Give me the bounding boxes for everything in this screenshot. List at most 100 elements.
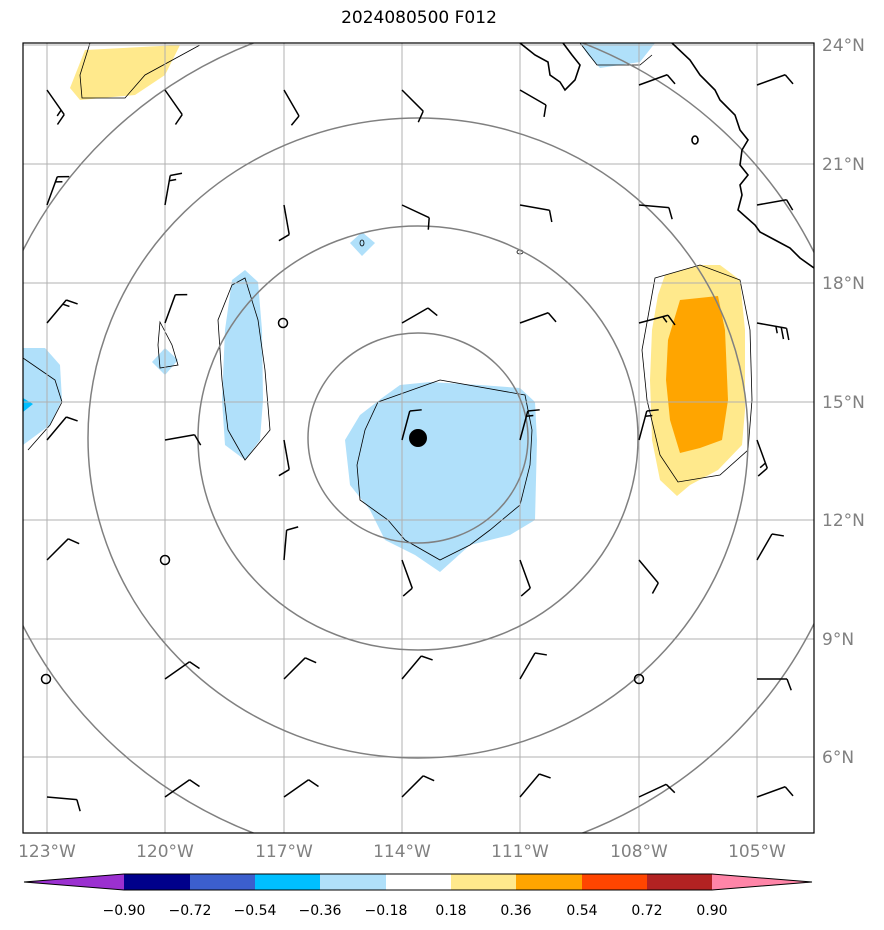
wind-barb	[46, 538, 80, 561]
wind-barb	[638, 74, 676, 86]
wind-barb	[519, 312, 557, 324]
graticule	[23, 43, 814, 833]
colorbar-extend-min	[24, 874, 124, 890]
wind-barb	[278, 204, 290, 242]
lat-label: 15°N	[822, 393, 865, 413]
wind-barb	[283, 526, 299, 561]
wind-barb	[401, 307, 438, 324]
lat-label: 18°N	[822, 274, 865, 294]
negative-anomaly-edge	[23, 348, 62, 445]
wind-barbs	[46, 74, 794, 812]
colorbar-segment	[255, 874, 320, 890]
lon-label: 120°W	[136, 842, 194, 862]
colorbar-segment	[190, 874, 255, 890]
colorbar-tick: −0.54	[234, 903, 277, 919]
calm-circle	[159, 554, 171, 566]
colorbar-segment	[386, 874, 451, 890]
colorbar-tick: −0.90	[103, 903, 146, 919]
wind-barb	[756, 439, 768, 477]
wind-barb	[519, 652, 547, 680]
wind-barb	[519, 409, 540, 441]
wind-barb	[638, 204, 673, 220]
colorbar-tick: 0.18	[435, 903, 466, 919]
colorbar-tick: 0.54	[566, 903, 597, 919]
lon-label: 111°W	[491, 842, 549, 862]
wind-barb	[401, 775, 435, 798]
lat-label: 24°N	[822, 36, 865, 56]
wind-barb	[164, 172, 183, 206]
wind-barb	[164, 779, 200, 798]
wind-barb	[283, 89, 300, 126]
colorbar-tick: 0.36	[500, 903, 531, 919]
wind-barb	[46, 796, 81, 812]
wind-barb	[283, 779, 319, 798]
wind-barb	[46, 175, 70, 206]
colorbar-tick: −0.36	[299, 903, 342, 919]
wind-barb	[164, 661, 200, 680]
wind-barb	[283, 657, 317, 680]
lat-label: 21°N	[822, 155, 865, 175]
storm-center-marker	[409, 429, 427, 447]
colorbar-outline	[23, 873, 813, 891]
wind-barb	[756, 322, 790, 341]
range-rings	[23, 43, 814, 833]
lon-label: 114°W	[373, 842, 431, 862]
wind-barb	[638, 409, 659, 441]
wind-barb	[756, 786, 794, 798]
wind-barb	[164, 89, 183, 125]
wind-barb	[164, 293, 188, 324]
wind-barb	[638, 783, 676, 798]
wind-barb	[519, 89, 547, 117]
lon-label: 123°W	[18, 842, 76, 862]
colorbar-extend-max	[712, 874, 812, 890]
range-ring-3	[87, 117, 749, 759]
wind-barb	[519, 773, 551, 798]
wind-barb	[756, 74, 794, 86]
negative-anomaly-west-band	[222, 270, 263, 460]
colorbar-segment	[582, 874, 647, 890]
wind-barb	[401, 559, 413, 597]
colorbar-segment	[451, 874, 516, 890]
calm-circle	[633, 673, 645, 685]
wind-barb	[401, 89, 424, 123]
lat-label: 6°N	[822, 748, 854, 768]
calm-circle	[40, 673, 52, 685]
colorbar-segment	[647, 874, 712, 890]
lat-label: 9°N	[822, 630, 854, 650]
coastline	[519, 43, 814, 269]
lat-label: 12°N	[822, 511, 865, 531]
colorbar-tick: −0.18	[365, 903, 408, 919]
colorbar-tick: −0.72	[169, 903, 212, 919]
longitude-labels: 123°W 120°W 117°W 114°W 111°W 108°W 105°…	[18, 842, 786, 862]
wind-barb	[638, 314, 676, 326]
range-ring-1	[307, 332, 529, 544]
colorbar-tick: 0.90	[696, 903, 727, 919]
positive-anomaly-nw	[70, 45, 180, 100]
colorbar-tick: 0.72	[631, 903, 662, 919]
plot-frame	[22, 42, 815, 834]
wind-barb	[278, 439, 290, 477]
calm-circle	[277, 317, 289, 329]
colorbar-segment	[320, 874, 386, 890]
latitude-labels: 24°N 21°N 18°N 15°N 12°N 9°N 6°N	[822, 36, 865, 768]
colorbar	[23, 873, 813, 891]
wind-barb	[46, 299, 78, 324]
wind-barb	[164, 434, 202, 446]
negative-anomaly-islet	[350, 232, 375, 256]
lon-label: 105°W	[728, 842, 786, 862]
lon-label: 117°W	[255, 842, 313, 862]
calm-wind-markers	[40, 317, 645, 685]
wind-barb	[519, 559, 531, 597]
wind-barb	[757, 678, 792, 691]
colorbar-ticks: −0.90 −0.72 −0.54 −0.36 −0.18 0.18 0.36 …	[103, 903, 728, 919]
map-title: 2024080500 F012	[341, 8, 497, 28]
negative-anomaly-center	[345, 382, 537, 572]
wind-barb	[46, 89, 65, 125]
wind-barb	[519, 204, 553, 223]
lon-label: 108°W	[610, 842, 668, 862]
wind-barb	[638, 559, 659, 594]
wind-barb	[756, 533, 784, 561]
colorbar-segment	[124, 874, 190, 890]
wind-barb	[401, 655, 433, 680]
